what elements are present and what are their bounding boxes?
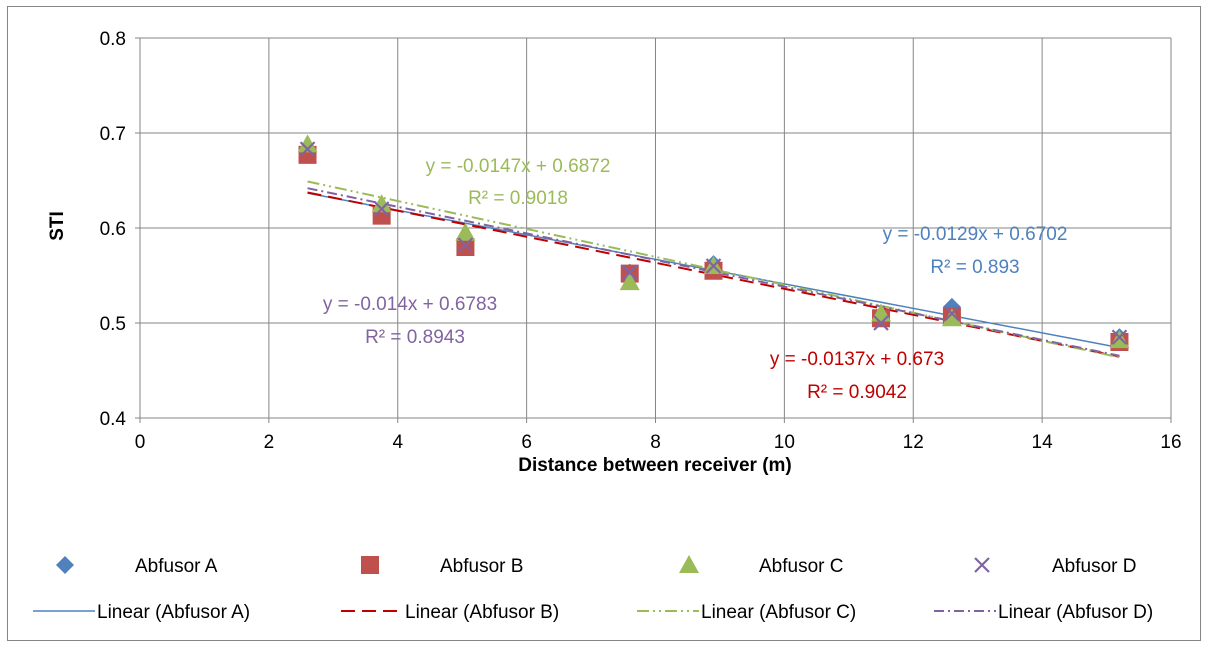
y-axis-title: STI xyxy=(47,211,68,241)
legend-entry-label: Abfusor A xyxy=(135,556,218,577)
data-point-x xyxy=(944,305,960,322)
legend: Abfusor A Abfusor B Abfusor C Abfusor D Line… xyxy=(33,555,1153,623)
legend-entry-label: Abfusor B xyxy=(440,556,523,577)
data-point-x xyxy=(373,201,390,217)
legend-entry-label: Abfusor D xyxy=(1052,556,1136,577)
trendline-equation: y = -0.0147x + 0.6872 xyxy=(426,156,611,177)
data-point-square xyxy=(456,238,475,256)
x-tick-label: 0 xyxy=(135,432,146,453)
x-tick-label: 4 xyxy=(392,432,403,453)
y-tick-label: 0.7 xyxy=(100,124,126,145)
trendline-r2: R² = 0.9042 xyxy=(807,382,907,403)
x-tick-label: 12 xyxy=(903,432,924,453)
data-point-x xyxy=(621,264,638,281)
trendline xyxy=(307,191,1120,358)
data-point-triangle xyxy=(455,222,476,241)
legend-entry-label: Abfusor C xyxy=(759,556,843,577)
x-tick-label: 6 xyxy=(521,432,532,453)
x-axis-title: Distance between receiver (m) xyxy=(518,455,792,476)
data-point-x-stroke xyxy=(705,258,722,274)
data-point-x-stroke xyxy=(621,264,638,281)
data-point-x-stroke xyxy=(373,201,390,217)
legend-entry-label: Linear (Abfusor D) xyxy=(998,602,1153,623)
legend-entry-label: Linear (Abfusor A) xyxy=(97,602,250,623)
trendline-r2: R² = 0.893 xyxy=(930,257,1019,278)
data-point-x-stroke xyxy=(974,557,990,573)
trendline-equation: y = -0.0129x + 0.6702 xyxy=(883,224,1068,245)
y-tick-label: 0.4 xyxy=(100,409,127,430)
y-tick-label: 0.5 xyxy=(100,314,126,335)
x-tick-label: 8 xyxy=(650,432,661,453)
x-tick-label: 10 xyxy=(774,432,795,453)
x-tick-label: 2 xyxy=(264,432,275,453)
data-point-triangle xyxy=(619,272,640,291)
y-tick-label: 0.8 xyxy=(100,29,126,50)
data-point-x xyxy=(457,237,474,253)
legend-entry-label: Linear (Abfusor C) xyxy=(701,602,856,623)
data-point-x xyxy=(705,258,722,274)
data-point-triangle xyxy=(679,555,699,573)
data-point-x xyxy=(299,141,316,157)
data-point-x xyxy=(974,557,990,573)
gridlines xyxy=(140,37,1172,418)
data-point-x-stroke xyxy=(1111,329,1128,346)
data-point-triangle xyxy=(371,194,392,213)
data-point-x-stroke xyxy=(457,237,474,253)
data-point-triangle xyxy=(297,134,318,153)
trendline-r2: R² = 0.9018 xyxy=(468,188,568,209)
data-point-square xyxy=(361,556,379,574)
trendline-equation: y = -0.0137x + 0.673 xyxy=(770,349,944,370)
data-point-x-stroke xyxy=(873,315,889,331)
data-point-triangle xyxy=(941,308,962,327)
y-tick-label: 0.6 xyxy=(100,219,126,240)
data-point-x-stroke xyxy=(299,141,316,157)
x-tick-label: 14 xyxy=(1032,432,1054,453)
data-points xyxy=(297,134,1130,351)
trendline-equation: y = -0.014x + 0.6783 xyxy=(323,294,497,315)
data-point-x-stroke xyxy=(944,305,960,322)
x-tick-label: 16 xyxy=(1160,432,1181,453)
axes: 0 2 4 6 8 10 12 14 16 0.4 0.5 0.6 0.7 0.8 xyxy=(100,29,1182,453)
legend-entry-label: Linear (Abfusor B) xyxy=(405,602,559,623)
trendline-r2: R² = 0.8943 xyxy=(365,327,465,348)
data-point-x xyxy=(873,315,889,331)
data-point-diamond xyxy=(56,556,74,574)
data-point-x xyxy=(1111,329,1128,346)
trendline-labels: y = -0.0129x + 0.6702 R² = 0.893 y = -0.01… xyxy=(323,156,1068,403)
